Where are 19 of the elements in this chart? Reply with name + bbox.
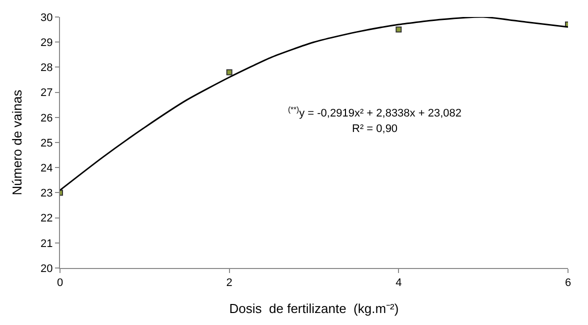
y-tick-label: 26	[40, 112, 53, 124]
y-tick-label: 24	[40, 162, 53, 174]
annotation: $^{(**)}$y = -0,2919x² + 2,8338x + 23,082	[288, 105, 462, 120]
y-tick-label: 27	[40, 87, 53, 100]
y-tick-label: 29	[40, 36, 53, 49]
y-tick-label: 21	[40, 238, 53, 250]
y-tick-label: 20	[40, 262, 53, 275]
x-tick-label: 2	[226, 277, 232, 290]
x-tick-label: 0	[56, 277, 64, 290]
y-tick-label: 22	[40, 212, 53, 225]
y-tick-label: 23	[40, 188, 53, 200]
y-tick-label: 28	[40, 62, 53, 74]
x-axis-title: Dosis de fertilizante (kg.m⁻²)	[229, 300, 399, 316]
x-tick-label: 4	[396, 277, 402, 290]
y-tick-label: 30	[40, 12, 53, 24]
x-tick-label: 6	[564, 277, 572, 290]
annotation: R² = 0,90	[352, 123, 398, 135]
y-tick-label: 25	[40, 137, 53, 150]
y-axis-title: Número de vainas	[10, 89, 24, 196]
